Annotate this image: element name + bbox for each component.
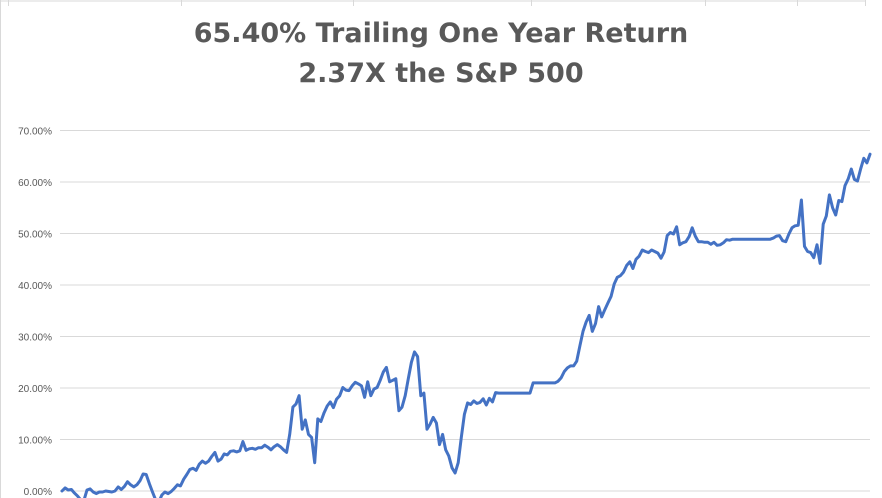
- y-tick-label: 0.00%: [24, 487, 52, 498]
- y-tick-label: 20.00%: [18, 384, 52, 395]
- series-layer: [60, 152, 872, 498]
- y-tick-label: 50.00%: [18, 230, 52, 241]
- y-tick-label: 70.00%: [18, 127, 52, 138]
- y-axis-tick-labels: 0.00% 10.00% 20.00% 30.00% 40.00% 50.00% 60.00…: [18, 127, 52, 498]
- chart-title-line-1: 65.40% Trailing One Year Return: [193, 18, 689, 49]
- y-tick-label: 40.00%: [18, 281, 52, 292]
- series-line-0: [60, 152, 872, 498]
- chart-title-line-2: 2.37X the S&P 500: [298, 58, 584, 89]
- y-tick-label: 60.00%: [18, 178, 52, 189]
- gridlines: [60, 130, 870, 492]
- y-tick-label: 10.00%: [18, 436, 52, 447]
- y-tick-label: 30.00%: [18, 333, 52, 344]
